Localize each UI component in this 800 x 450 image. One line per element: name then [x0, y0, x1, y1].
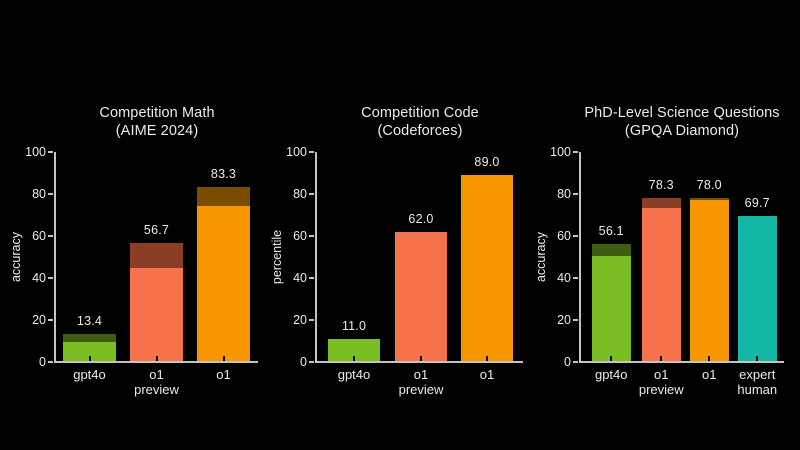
bar-value-label: 11.0 [341, 318, 367, 333]
y-axis-tick [48, 277, 53, 279]
bar-cap [63, 333, 116, 343]
bar-o1 [690, 198, 729, 361]
bar-cap [130, 242, 183, 269]
y-axis-tick-label: 100 [550, 145, 571, 159]
bar-value-label: 78.3 [648, 177, 674, 192]
y-axis-tick [309, 193, 314, 195]
y-axis-tick-label: 20 [557, 313, 571, 327]
y-axis-tick-label: 20 [32, 313, 46, 327]
bar-gpt4o [328, 338, 380, 361]
y-axis-tick [573, 277, 578, 279]
chart-title-line: (GPQA Diamond) [624, 122, 740, 139]
y-axis-tick [48, 235, 53, 237]
bar-cap [642, 197, 681, 209]
bar-value-label: 78.0 [696, 178, 722, 193]
y-axis-tick [573, 235, 578, 237]
y-axis-tick [573, 151, 578, 153]
category-label-line: o1 [216, 367, 231, 382]
chart-title-line: (Codeforces) [377, 122, 463, 139]
category-label-line: expert [739, 367, 776, 382]
y-axis-tick-label: 60 [32, 229, 46, 243]
bar-o1 [461, 175, 513, 361]
category-label-line: human [737, 382, 778, 397]
category-label-line: gpt4o [594, 367, 628, 382]
x-axis-tick [88, 356, 91, 361]
chart-title-line: Competition Code [361, 105, 479, 121]
y-axis-tick [309, 277, 314, 279]
y-axis-tick-label: 0 [39, 355, 46, 369]
y-axis-tick-label: 80 [557, 187, 571, 201]
category-label-line: o1 [702, 367, 717, 382]
bar-gpt4o [592, 244, 631, 361]
bar-value-label: 89.0 [474, 155, 500, 170]
x-axis-line [315, 361, 523, 363]
x-axis-tick [486, 356, 488, 361]
y-axis-tick [309, 235, 314, 237]
x-axis-tick [353, 356, 355, 361]
bar-value-label: 62.0 [408, 211, 434, 226]
y-axis-tick-label: 80 [32, 187, 46, 201]
x-axis-tick [222, 356, 225, 361]
y-axis-line [579, 152, 581, 363]
y-axis-tick [573, 193, 578, 195]
y-axis-tick-label: 40 [32, 271, 46, 285]
y-axis-tick-label: 40 [557, 271, 571, 285]
y-axis-tick [48, 319, 53, 321]
y-axis-tick [573, 361, 578, 363]
bar-cap [197, 187, 250, 206]
category-label-line: preview [638, 382, 684, 397]
bar-o1 [197, 187, 250, 361]
x-axis-tick [155, 356, 158, 361]
y-axis-tick [309, 319, 314, 321]
y-axis-tick-label: 100 [25, 145, 46, 159]
y-axis-tick-label: 0 [564, 355, 571, 369]
y-axis-tick [309, 361, 314, 363]
y-axis-tick [309, 151, 314, 153]
category-label-line: gpt4o [337, 367, 371, 382]
y-axis-tick-label: 20 [293, 313, 307, 327]
x-axis-line [579, 361, 784, 363]
bar-value-label: 56.7 [143, 222, 170, 237]
y-axis-tick [48, 193, 53, 195]
chart-title-line: Competition Math [99, 105, 215, 121]
category-label-line: preview [398, 382, 444, 397]
y-axis-tick [48, 151, 53, 153]
bar-o1-preview [395, 231, 447, 361]
bar-value-label: 69.7 [744, 195, 770, 210]
x-axis-tick [420, 356, 422, 361]
bar-value-label: 56.1 [598, 224, 624, 239]
bar-cap [690, 198, 729, 200]
y-axis-tick-label: 60 [293, 229, 307, 243]
category-label-line: gpt4o [73, 367, 106, 382]
bar-value-label: 13.4 [76, 313, 103, 328]
y-axis-tick-label: 60 [557, 229, 571, 243]
y-axis-tick [48, 361, 53, 363]
x-axis-tick [756, 356, 759, 361]
chart-title-line: PhD-Level Science Questions [584, 105, 780, 121]
x-axis-tick [610, 356, 613, 361]
chart-title-line: (AIME 2024) [115, 122, 199, 139]
bar-expert-human [738, 215, 777, 361]
category-label-line: o1 [654, 367, 669, 382]
y-axis-tick-label: 80 [293, 187, 307, 201]
category-label-line: o1 [479, 367, 495, 382]
category-label-line: o1 [413, 367, 429, 382]
category-label-line: preview [134, 382, 179, 397]
y-axis-tick-label: 40 [293, 271, 307, 285]
y-axis-tick [573, 319, 578, 321]
x-axis-tick [660, 356, 663, 361]
y-axis-tick-label: 0 [300, 355, 307, 369]
category-label-line: o1 [149, 367, 164, 382]
y-axis-line [54, 152, 56, 363]
y-axis-tick-label: 100 [286, 145, 307, 159]
x-axis-tick [708, 356, 711, 361]
y-axis-line [315, 152, 317, 363]
bar-o1-preview [642, 197, 681, 361]
bar-value-label: 83.3 [210, 167, 237, 182]
x-axis-line [54, 361, 258, 363]
bar-cap [592, 244, 631, 256]
